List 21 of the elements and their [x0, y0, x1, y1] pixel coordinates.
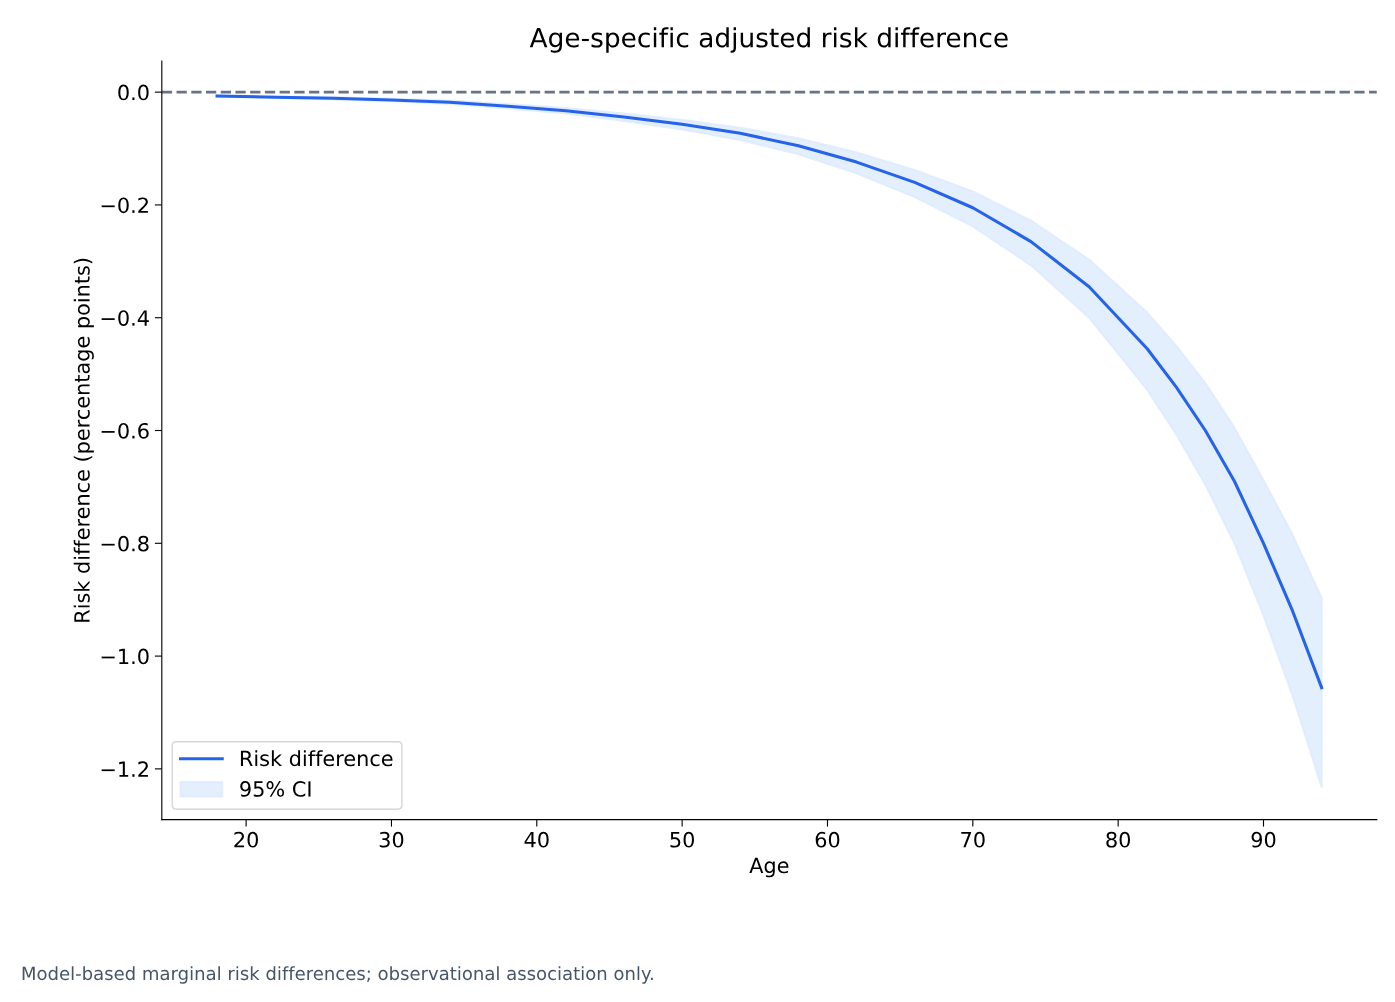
y-tick-label: −0.2 [101, 197, 148, 214]
text: Model-based marginal risk differences; observational association only. [22, 966, 653, 984]
y-axis-title: Risk difference (percentage points) [73, 258, 94, 622]
x-tick-label: 30 [379, 831, 404, 848]
x-axis-title: Age [749, 857, 789, 878]
x-tick-label: 20 [234, 831, 258, 848]
y-tick-label: −0.6 [101, 422, 149, 439]
y-tick-label: −1.2 [101, 761, 148, 777]
legend-label: 95% CI [240, 781, 311, 797]
x-tick-label: 50 [670, 831, 695, 848]
y-tick-label: −0.8 [101, 535, 149, 552]
x-tick-label: 80 [1106, 831, 1131, 848]
y-tick-label: −1.0 [101, 648, 149, 665]
chart-title: Age-specific adjusted risk difference [529, 27, 1008, 53]
x-tick-label: 40 [524, 831, 549, 848]
x-tick-label: 70 [961, 831, 985, 848]
x-tick-label: 90 [1251, 831, 1276, 848]
y-tick-label: 0.0 [118, 84, 149, 101]
y-tick-label: −0.4 [101, 310, 149, 326]
legend-label: Risk difference [240, 750, 393, 767]
x-tick-label: 60 [815, 831, 840, 848]
